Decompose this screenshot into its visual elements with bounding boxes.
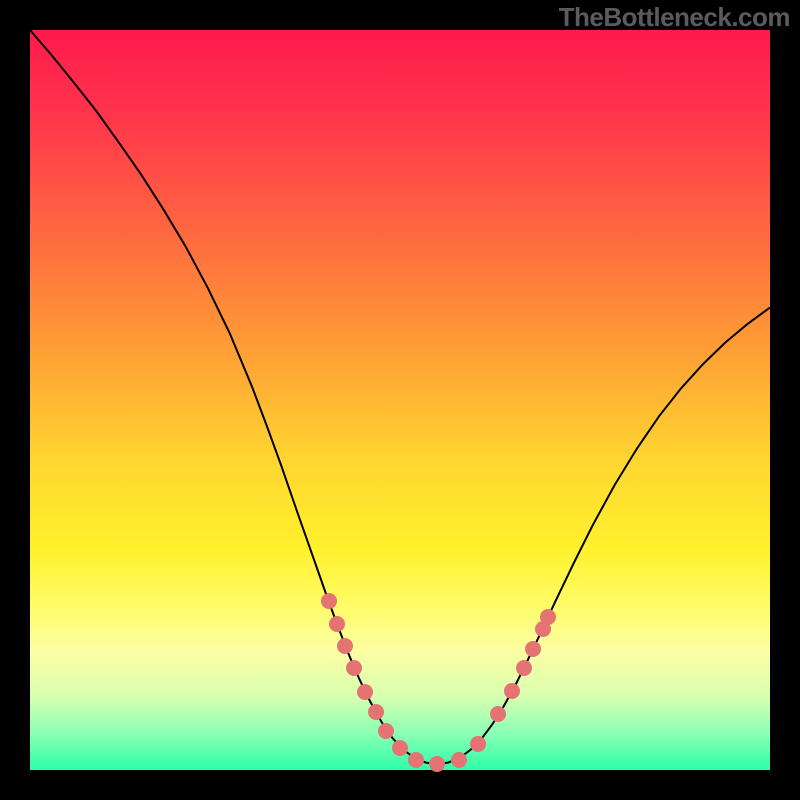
curve-marker bbox=[525, 641, 541, 657]
curve-marker bbox=[346, 660, 362, 676]
curve-marker bbox=[378, 723, 394, 739]
curve-marker bbox=[321, 593, 337, 609]
curve-marker bbox=[451, 752, 467, 768]
curve-marker bbox=[368, 704, 384, 720]
curve-marker bbox=[408, 752, 424, 768]
curve-marker bbox=[337, 638, 353, 654]
curve-marker bbox=[357, 684, 373, 700]
curve-marker bbox=[516, 660, 532, 676]
bottleneck-curve-path bbox=[30, 30, 770, 764]
watermark-label: TheBottleneck.com bbox=[559, 2, 790, 33]
curve-marker bbox=[392, 740, 408, 756]
bottleneck-curve-svg bbox=[0, 0, 800, 800]
chart-frame: TheBottleneck.com bbox=[0, 0, 800, 800]
curve-marker bbox=[429, 756, 445, 772]
curve-marker bbox=[540, 609, 556, 625]
curve-marker bbox=[490, 706, 506, 722]
curve-marker bbox=[470, 736, 486, 752]
curve-marker bbox=[504, 683, 520, 699]
curve-marker bbox=[329, 616, 345, 632]
